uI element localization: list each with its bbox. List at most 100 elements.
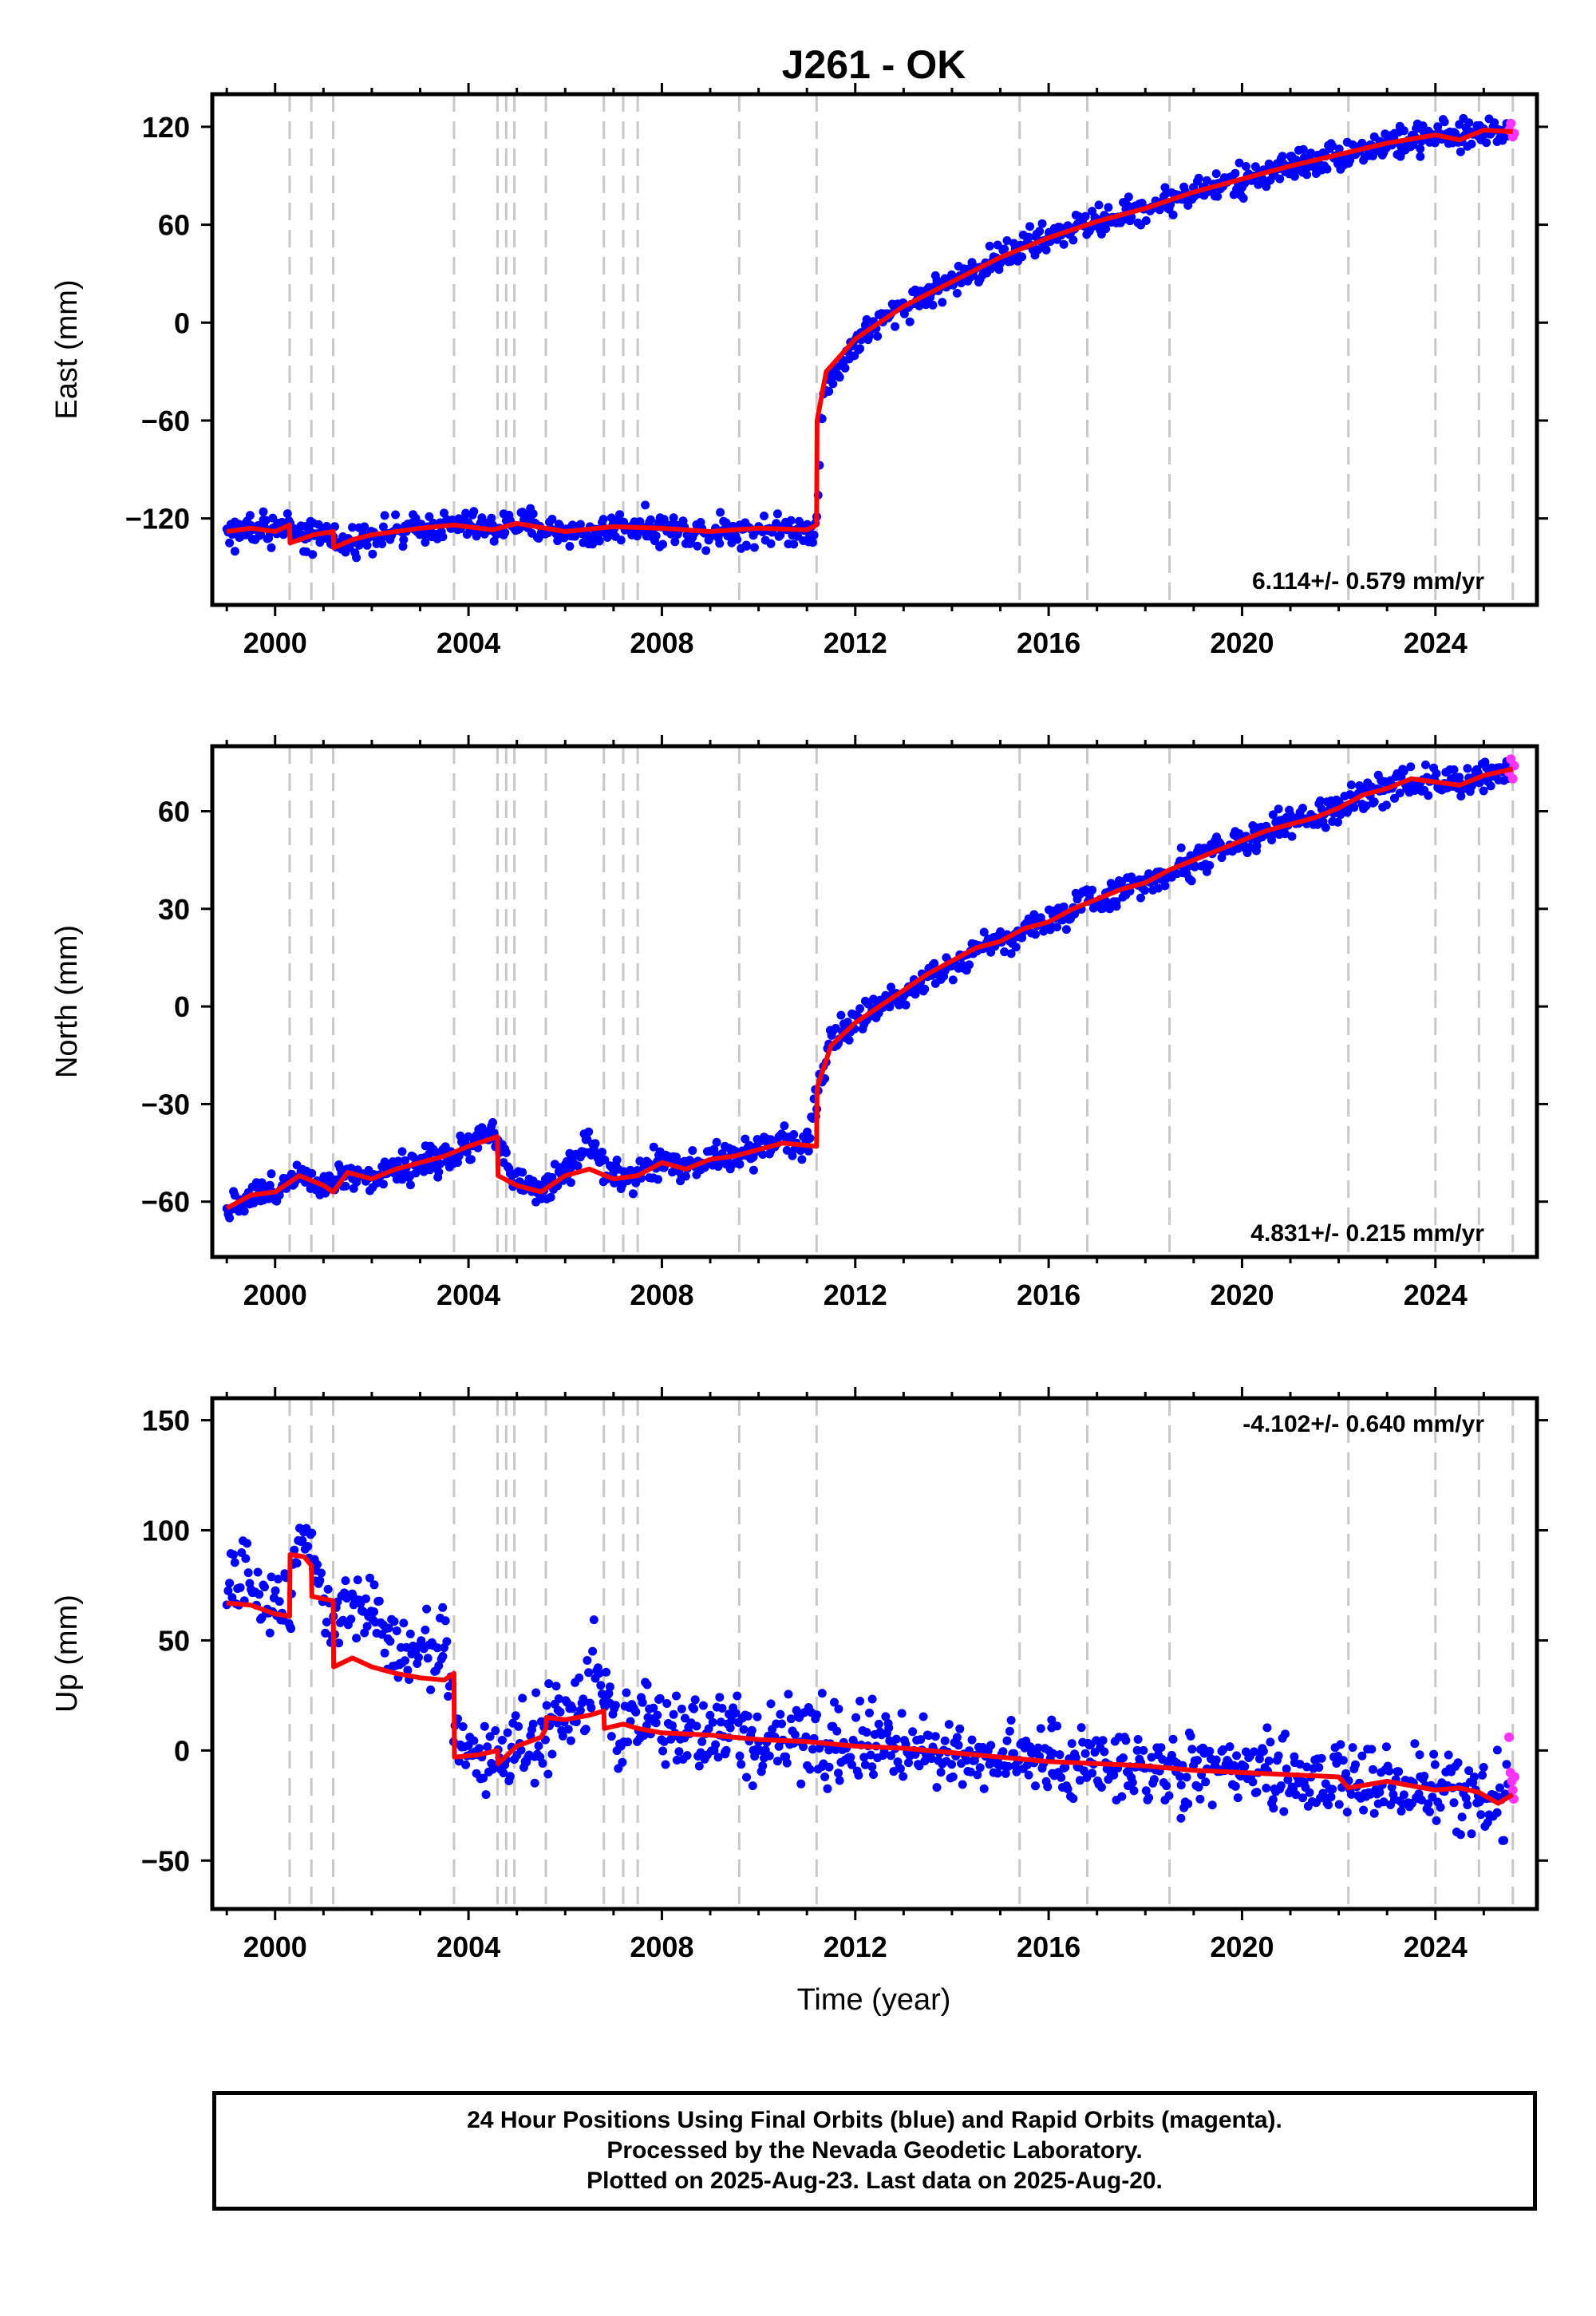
- up-outlier-32: [1262, 1723, 1272, 1733]
- north-point-345: [688, 1146, 697, 1156]
- north-rapid-point-2: [1507, 773, 1518, 784]
- east-outlier-17: [1025, 222, 1034, 231]
- up-point-142: [413, 1653, 423, 1662]
- up-point-672: [1129, 1786, 1139, 1796]
- north-outlier-28: [1118, 892, 1128, 902]
- east-point-292: [616, 536, 626, 545]
- up-point-833: [1346, 1789, 1356, 1799]
- north-point-219: [518, 1168, 527, 1177]
- up-point-770: [1262, 1784, 1271, 1792]
- up-point-70: [317, 1568, 326, 1578]
- up-outlier-0: [748, 1781, 757, 1791]
- up-point-283: [604, 1689, 614, 1698]
- up-point-56: [298, 1535, 307, 1545]
- north-point-13: [239, 1207, 249, 1216]
- up-rapid-point-0: [1503, 1732, 1514, 1742]
- east-point-206: [500, 528, 510, 537]
- up-point-103: [361, 1594, 370, 1603]
- east-point-454: [835, 373, 844, 382]
- up-point-415: [782, 1758, 792, 1768]
- east-frame: [210, 92, 1539, 607]
- north-point-789: [1287, 832, 1297, 841]
- north-point-432: [805, 1133, 815, 1143]
- north-outlier-29: [405, 1180, 415, 1190]
- up-point-39: [275, 1597, 284, 1607]
- up-point-687: [1149, 1775, 1159, 1784]
- up-point-841: [1357, 1751, 1367, 1761]
- east-point-627: [1069, 235, 1078, 245]
- north-point-197: [488, 1118, 497, 1127]
- east-point-895: [1430, 138, 1440, 148]
- up-point-730: [1207, 1800, 1217, 1810]
- up-point-74: [322, 1618, 331, 1626]
- up-point-383: [739, 1725, 749, 1734]
- up-point-268: [584, 1668, 594, 1678]
- up-point-272: [589, 1615, 598, 1625]
- east-point-815: [1322, 164, 1332, 174]
- up-point-693: [1158, 1755, 1167, 1764]
- up-point-208: [503, 1728, 512, 1737]
- east-point-922: [1467, 139, 1476, 148]
- up-point-63: [307, 1528, 317, 1538]
- east-point-117: [380, 511, 389, 520]
- up-point-719: [1193, 1756, 1202, 1765]
- north-point-869: [1395, 788, 1404, 798]
- north-xtick-label-4: 2016: [1017, 1279, 1080, 1311]
- east-point-803: [1306, 148, 1316, 158]
- north-rate-label: 4.831+/- 0.215 mm/yr: [1250, 1220, 1484, 1247]
- up-point-409: [774, 1741, 784, 1751]
- up-point-133: [401, 1642, 411, 1652]
- east-point-791: [1290, 172, 1299, 181]
- up-point-210: [505, 1772, 515, 1781]
- up-point-271: [588, 1646, 598, 1656]
- east-point-2: [225, 538, 235, 547]
- up-outlier-10: [1124, 1781, 1132, 1791]
- up-point-629: [1071, 1753, 1080, 1762]
- north-outlier-36: [1378, 802, 1388, 812]
- up-point-241: [547, 1749, 557, 1759]
- north-outlier-27: [654, 1175, 662, 1184]
- east-point-872: [1399, 126, 1408, 136]
- up-point-288: [610, 1701, 620, 1710]
- north-outlier-21: [1212, 832, 1221, 842]
- north-point-96: [352, 1177, 361, 1187]
- up-y-axis-label: Up (mm): [50, 1595, 84, 1713]
- north-point-158: [436, 1159, 444, 1168]
- north-point-491: [885, 1002, 895, 1012]
- east-ytick-label-3: 60: [158, 209, 190, 242]
- north-point-707: [1176, 843, 1186, 852]
- north-point-823: [1333, 817, 1342, 827]
- up-point-948: [1502, 1760, 1511, 1769]
- up-point-827: [1338, 1756, 1348, 1765]
- up-point-849: [1369, 1765, 1377, 1774]
- north-outlier-5: [1251, 846, 1261, 856]
- up-outlier-12: [369, 1580, 379, 1590]
- up-outlier-19: [796, 1779, 806, 1788]
- up-outlier-1: [605, 1682, 614, 1692]
- east-outlier-34: [1298, 167, 1307, 176]
- east-rapid-point-1: [1506, 118, 1516, 128]
- north-point-550: [965, 960, 974, 970]
- north-point-299: [626, 1165, 635, 1175]
- up-point-585: [1012, 1767, 1021, 1777]
- east-point-160: [438, 532, 448, 542]
- up-point-575: [998, 1747, 1008, 1757]
- up-outlier-34: [642, 1680, 652, 1690]
- up-point-657: [1109, 1770, 1119, 1780]
- east-point-469: [855, 344, 865, 354]
- east-outlier-0: [749, 543, 759, 552]
- up-point-14: [241, 1554, 251, 1563]
- up-point-663: [1117, 1792, 1127, 1801]
- north-outlier-19: [364, 1165, 373, 1175]
- up-point-462: [846, 1753, 855, 1762]
- east-model-line: [226, 128, 1513, 551]
- east-xtick-label-0: 2000: [243, 626, 307, 659]
- up-point-872: [1399, 1790, 1408, 1800]
- up-point-469: [855, 1697, 865, 1705]
- up-point-711: [1182, 1773, 1191, 1782]
- up-point-443: [820, 1773, 830, 1781]
- up-point-696: [1162, 1781, 1171, 1791]
- up-point-714: [1186, 1731, 1195, 1741]
- up-point-649: [1098, 1736, 1108, 1745]
- up-point-32: [265, 1628, 275, 1638]
